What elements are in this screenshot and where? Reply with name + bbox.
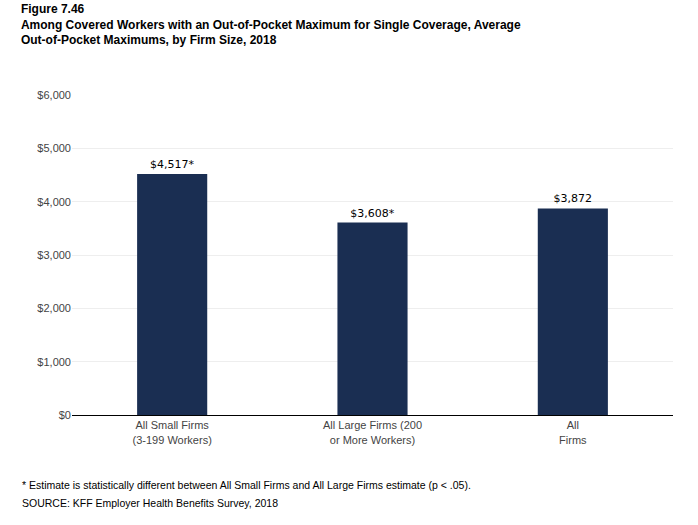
svg-text:All Large Firms (200or More Wo: All Large Firms (200or More Workers): [323, 419, 422, 445]
svg-text:$6,000: $6,000: [37, 89, 71, 101]
svg-text:$1,000: $1,000: [37, 356, 71, 368]
svg-text:$5,000: $5,000: [37, 142, 71, 154]
svg-text:$3,000: $3,000: [37, 249, 71, 261]
svg-text:* Estimate is statistically di: * Estimate is statistically different be…: [22, 479, 471, 491]
svg-text:AllFirms: AllFirms: [559, 419, 587, 445]
svg-text:$4,000: $4,000: [37, 196, 71, 208]
svg-text:$2,000: $2,000: [37, 302, 71, 314]
svg-text:$4,517*: $4,517*: [150, 158, 194, 171]
svg-text:$3,608*: $3,608*: [350, 207, 394, 220]
svg-text:$3,872: $3,872: [554, 192, 593, 205]
svg-text:SOURCE: KFF Employer Health Be: SOURCE: KFF Employer Health Benefits Sur…: [22, 497, 278, 509]
svg-text:Figure 7.46Among Covered Worke: Figure 7.46Among Covered Workers with an…: [21, 2, 521, 47]
svg-text:$0: $0: [59, 409, 71, 421]
svg-text:All Small Firms(3-199 Workers): All Small Firms(3-199 Workers): [133, 419, 212, 445]
